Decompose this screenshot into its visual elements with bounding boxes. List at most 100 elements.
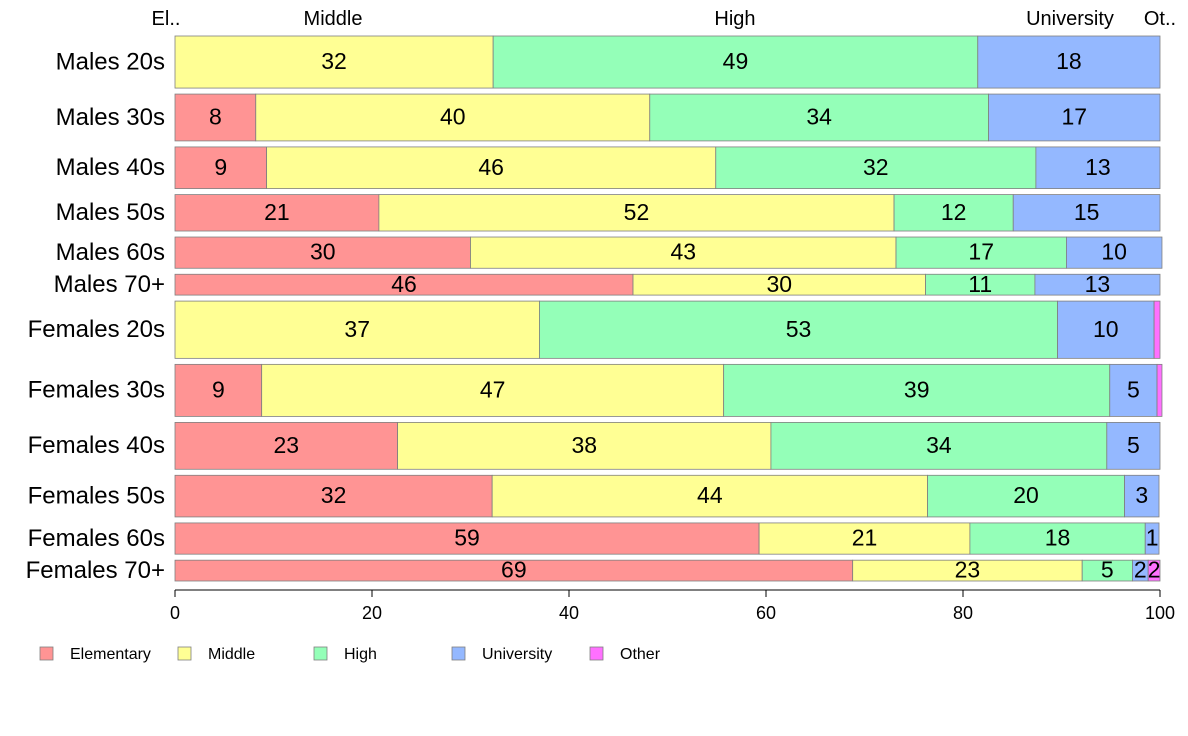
bar-segment-middle — [266, 146, 717, 189]
data-label: 46 — [478, 154, 504, 180]
top-category-labels: El.. Middle High University Ot.. — [152, 8, 1177, 30]
data-label: 9 — [214, 154, 227, 180]
row-label: Females 30s — [28, 377, 165, 404]
bar-row: 46 30 11 13 — [174, 271, 1161, 297]
bar-segment-elementary — [174, 194, 380, 232]
data-label: 49 — [723, 48, 749, 74]
legend-swatch — [589, 646, 604, 661]
data-label: 3 — [1135, 482, 1148, 508]
data-label: 9 — [212, 376, 225, 402]
bar-segment-high — [895, 236, 1067, 269]
data-label: 21 — [264, 199, 290, 225]
bar-segment-high — [649, 93, 990, 142]
data-label: 40 — [440, 104, 466, 130]
data-label: 34 — [806, 104, 832, 130]
data-label: 59 — [454, 525, 480, 551]
bar-segment-elementary — [174, 474, 493, 518]
data-label: 21 — [852, 525, 878, 551]
legend-swatch — [313, 646, 328, 661]
bar-segment-university — [1066, 236, 1163, 269]
bar-segment-high — [715, 146, 1037, 189]
data-label: 13 — [1085, 271, 1111, 297]
bar-row: 59 21 18 1 — [174, 522, 1160, 555]
x-tick-label: 100 — [1145, 603, 1175, 623]
bar-row: 37 53 10 — [174, 300, 1161, 359]
row-label: Males 20s — [56, 48, 165, 75]
bar-segment-university — [988, 93, 1161, 142]
data-label: 23 — [955, 557, 981, 583]
data-label: 5 — [1101, 557, 1114, 583]
data-label: 52 — [624, 199, 650, 225]
data-label: 44 — [697, 482, 723, 508]
data-label: 15 — [1074, 199, 1100, 225]
data-label: 30 — [310, 239, 336, 265]
row-labels: Males 20s Males 30s Males 40s Males 50s Male… — [26, 48, 165, 584]
bar-segment-university — [1144, 522, 1160, 555]
bar-segment-middle — [174, 35, 494, 89]
data-label: 1 — [1146, 525, 1159, 551]
bar-segment-middle — [255, 93, 651, 142]
x-tick-label: 20 — [362, 603, 382, 623]
data-label: 30 — [767, 271, 793, 297]
bar-row: 30 43 17 10 — [174, 236, 1163, 269]
bar-segment-high — [927, 474, 1125, 518]
bar-segment-other — [1156, 363, 1163, 417]
bar-row: 8 40 34 17 — [174, 93, 1161, 142]
bar-row: 69 23 5 2 2 — [174, 557, 1160, 583]
data-label: 23 — [274, 432, 300, 458]
bar-segment-elementary — [174, 146, 268, 189]
row-label: Females 20s — [28, 316, 165, 343]
legend-label: High — [344, 646, 377, 663]
data-label: 13 — [1085, 154, 1111, 180]
x-tick-label: 80 — [953, 603, 973, 623]
data-label: 5 — [1127, 376, 1140, 402]
data-label: 5 — [1127, 432, 1140, 458]
bar-segment-high — [893, 194, 1014, 232]
x-tick-label: 0 — [170, 603, 180, 623]
bar-segment-university — [1057, 300, 1155, 359]
x-tick-label: 60 — [756, 603, 776, 623]
legend-swatch — [177, 646, 192, 661]
data-label: 39 — [904, 376, 930, 402]
data-label: 37 — [344, 316, 370, 342]
x-tick-label: 40 — [559, 603, 579, 623]
row-label: Males 60s — [56, 239, 165, 266]
bar-row: 21 52 12 15 — [174, 194, 1161, 232]
top-category-label: University — [1026, 8, 1114, 30]
data-label: 12 — [941, 199, 967, 225]
legend-item: High — [313, 646, 377, 663]
bar-segment-high — [539, 300, 1058, 359]
data-label: 53 — [786, 316, 812, 342]
data-label: 18 — [1056, 48, 1082, 74]
bar-segment-elementary — [174, 522, 760, 555]
legend-swatch — [451, 646, 466, 661]
bar-segment-high — [492, 35, 979, 89]
bar-segment-university — [977, 35, 1161, 89]
bar-segment-middle — [261, 363, 725, 417]
bar-segment-high — [770, 422, 1108, 470]
data-label: 17 — [1062, 104, 1088, 130]
data-label: 34 — [926, 432, 952, 458]
bar-segment-middle — [470, 236, 897, 269]
data-label: 32 — [863, 154, 889, 180]
row-label: Females 70+ — [26, 557, 165, 584]
row-label: Females 40s — [28, 432, 165, 459]
legend-swatch — [39, 646, 54, 661]
top-category-label: High — [714, 8, 755, 30]
bar-segment-university — [1124, 474, 1160, 518]
bar-segment-middle — [378, 194, 895, 232]
bar-segment-university — [1109, 363, 1158, 417]
bar-row: 9 47 39 5 — [174, 363, 1163, 417]
bar-segment-university — [1034, 273, 1161, 296]
bar-row: 32 49 18 — [174, 35, 1161, 89]
row-label: Females 60s — [28, 525, 165, 552]
bar-segment-university — [1035, 146, 1161, 189]
bar-segment-high — [969, 522, 1146, 555]
bar-segment-elementary — [174, 363, 263, 417]
data-label: 43 — [670, 239, 696, 265]
bar-row: 32 44 20 3 — [174, 474, 1160, 518]
legend-label: Elementary — [70, 646, 151, 663]
legend-item: Other — [589, 646, 661, 663]
